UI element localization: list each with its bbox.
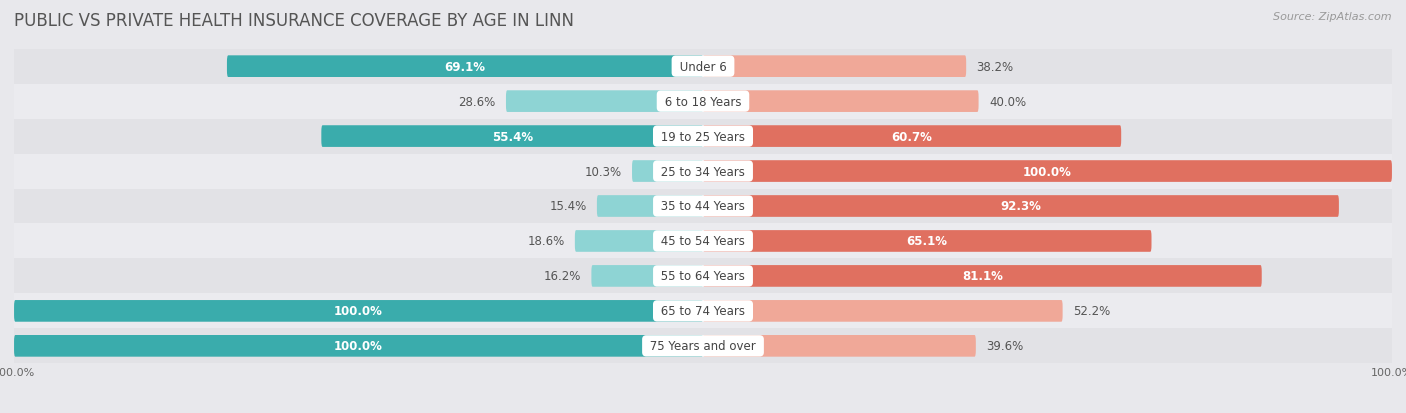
Text: 25 to 34 Years: 25 to 34 Years bbox=[657, 165, 749, 178]
Text: 10.3%: 10.3% bbox=[585, 165, 621, 178]
Bar bbox=[14, 294, 1392, 329]
FancyBboxPatch shape bbox=[633, 161, 703, 183]
Text: 69.1%: 69.1% bbox=[444, 61, 485, 74]
Text: 6 to 18 Years: 6 to 18 Years bbox=[661, 95, 745, 108]
Bar bbox=[14, 329, 1392, 363]
FancyBboxPatch shape bbox=[703, 196, 1339, 217]
Text: 75 Years and over: 75 Years and over bbox=[647, 339, 759, 352]
Bar bbox=[14, 224, 1392, 259]
Text: 39.6%: 39.6% bbox=[986, 339, 1024, 352]
Text: PUBLIC VS PRIVATE HEALTH INSURANCE COVERAGE BY AGE IN LINN: PUBLIC VS PRIVATE HEALTH INSURANCE COVER… bbox=[14, 12, 574, 30]
Bar bbox=[14, 119, 1392, 154]
FancyBboxPatch shape bbox=[14, 300, 703, 322]
FancyBboxPatch shape bbox=[703, 161, 1392, 183]
FancyBboxPatch shape bbox=[703, 300, 1063, 322]
FancyBboxPatch shape bbox=[703, 126, 1121, 147]
FancyBboxPatch shape bbox=[598, 196, 703, 217]
Text: 18.6%: 18.6% bbox=[527, 235, 565, 248]
Text: Source: ZipAtlas.com: Source: ZipAtlas.com bbox=[1274, 12, 1392, 22]
Text: 38.2%: 38.2% bbox=[977, 61, 1014, 74]
Text: 100.0%: 100.0% bbox=[335, 305, 382, 318]
Text: 100.0%: 100.0% bbox=[1024, 165, 1071, 178]
Bar bbox=[14, 50, 1392, 84]
Bar bbox=[14, 189, 1392, 224]
Text: 52.2%: 52.2% bbox=[1073, 305, 1111, 318]
Text: 65.1%: 65.1% bbox=[907, 235, 948, 248]
FancyBboxPatch shape bbox=[575, 230, 703, 252]
Text: 81.1%: 81.1% bbox=[962, 270, 1002, 283]
Text: 92.3%: 92.3% bbox=[1001, 200, 1042, 213]
Text: 40.0%: 40.0% bbox=[988, 95, 1026, 108]
FancyBboxPatch shape bbox=[703, 266, 1261, 287]
Text: Under 6: Under 6 bbox=[676, 61, 730, 74]
FancyBboxPatch shape bbox=[592, 266, 703, 287]
FancyBboxPatch shape bbox=[703, 335, 976, 357]
Text: 55.4%: 55.4% bbox=[492, 130, 533, 143]
Text: 28.6%: 28.6% bbox=[458, 95, 496, 108]
Text: 45 to 54 Years: 45 to 54 Years bbox=[657, 235, 749, 248]
FancyBboxPatch shape bbox=[703, 56, 966, 78]
FancyBboxPatch shape bbox=[703, 230, 1152, 252]
FancyBboxPatch shape bbox=[226, 56, 703, 78]
Text: 100.0%: 100.0% bbox=[335, 339, 382, 352]
Text: 35 to 44 Years: 35 to 44 Years bbox=[657, 200, 749, 213]
Text: 55 to 64 Years: 55 to 64 Years bbox=[657, 270, 749, 283]
Bar bbox=[14, 259, 1392, 294]
Text: 60.7%: 60.7% bbox=[891, 130, 932, 143]
Text: 65 to 74 Years: 65 to 74 Years bbox=[657, 305, 749, 318]
Bar bbox=[14, 154, 1392, 189]
FancyBboxPatch shape bbox=[14, 335, 703, 357]
Bar bbox=[14, 84, 1392, 119]
FancyBboxPatch shape bbox=[703, 91, 979, 113]
FancyBboxPatch shape bbox=[506, 91, 703, 113]
Text: 19 to 25 Years: 19 to 25 Years bbox=[657, 130, 749, 143]
Text: 16.2%: 16.2% bbox=[544, 270, 581, 283]
FancyBboxPatch shape bbox=[322, 126, 703, 147]
Text: 15.4%: 15.4% bbox=[550, 200, 586, 213]
